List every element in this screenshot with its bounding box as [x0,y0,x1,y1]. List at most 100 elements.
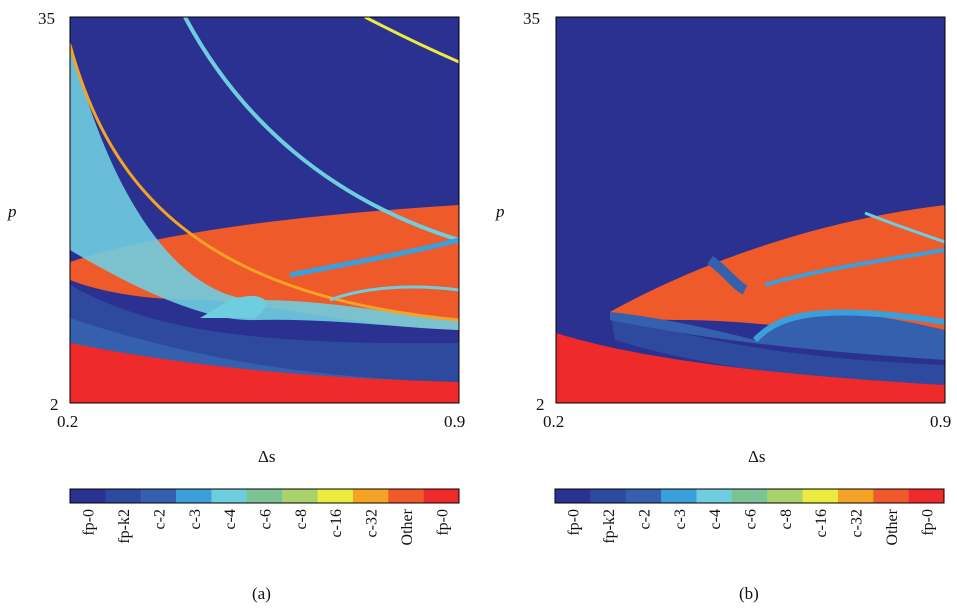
colorbar-label: c-8 [293,509,310,529]
x-tick-right-b: 0.9 [930,412,952,431]
colorbar-label: c-3 [672,509,689,529]
colorbar-swatch [590,489,609,503]
colorbar-label: fp-k2 [116,509,133,544]
colorbar-swatch [555,489,573,503]
colorbar-swatch [926,489,945,503]
heatmap-b [555,16,946,404]
colorbar-swatch [335,489,354,503]
colorbar-swatch [317,489,336,503]
colorbar-label: fp-k2 [601,509,618,544]
colorbar-swatch [105,489,124,503]
colorbar-swatch [70,489,88,503]
colorbar-swatch [661,489,680,503]
colorbar-swatch [643,489,662,503]
colorbar-swatch [388,489,407,503]
region-fp0-red-b [556,333,945,403]
arc1-b [752,309,945,343]
region-c4-a [70,40,459,330]
colorbar-frame [69,488,460,504]
heatmap-a [69,16,460,404]
y-tick-top-b: 35 [523,9,540,28]
colorbar-b: fp-0 fp-k2 c-2 c-3 c-4 c-6 c-8 c-16 c-32 Other fp-… [554,488,945,545]
colorbar-swatch [890,489,909,503]
x-tick-left-a: 0.2 [57,412,79,431]
colorbar-swatch [731,489,750,503]
colorbar-swatch [352,489,371,503]
colorbar-swatch [908,489,927,503]
colorbar-swatch [246,489,265,503]
region-other-b [610,205,945,335]
x-axis-label-b: Δs [748,447,766,466]
colorbar-swatch [229,489,248,503]
colorbar-swatch [299,489,318,503]
colorbar-label: c-16 [813,509,830,537]
y-tick-top-a: 35 [38,9,55,28]
colorbar-label: c-8 [778,509,795,529]
colorbar-swatch [696,489,715,503]
colorbar-swatch [855,489,874,503]
colorbar-label: fp-0 [919,509,936,536]
y-tick-bottom-b: 2 [536,395,545,414]
cyan-blob-a [200,296,267,318]
colorbar-frame [554,488,945,504]
colorbar-label: c-3 [187,509,204,529]
colorbar-swatch [572,489,591,503]
region-c2-b [610,311,945,360]
colorbar-label: c-4 [222,509,239,529]
arc5-a [329,285,459,302]
panel-b: 35 2 0.2 0.9 p Δs fp-0 fp-k2 c-2 c-3 c-4 c-6 c… [485,0,955,609]
region-fpk2-b [610,312,945,385]
colorbar-swatch [423,489,442,503]
colorbar-swatch [802,489,821,503]
colorbar-swatch [123,489,142,503]
colorbar-swatch [767,489,786,503]
colorbar-swatch [820,489,839,503]
arc2-b [764,248,945,287]
y-axis-label-b: p [496,202,505,221]
colorbar-label: c-2 [151,509,168,529]
y-axis-label-a: p [8,202,17,221]
colorbar-label: c-6 [258,509,275,529]
colorbar-label: c-16 [328,509,345,537]
x-tick-right-a: 0.9 [444,412,466,431]
region-fp0-red-a [70,343,459,403]
arc3-b [864,211,945,244]
colorbar-swatch [873,489,892,503]
colorbar-swatch [87,489,106,503]
region-fpk2-a [70,285,459,382]
plot-frame-b [555,16,946,404]
colorbar-swatch [441,489,460,503]
colorbar-label: c-2 [636,509,653,529]
colorbar-label: c-32 [364,509,381,537]
colorbar-label: Other [399,508,416,545]
panel-label-a: (a) [252,584,271,603]
colorbar-label: fp-0 [434,509,451,536]
colorbar-swatch [370,489,389,503]
arc1-a [70,44,459,322]
x-tick-left-b: 0.2 [543,412,565,431]
colorbar-swatch [608,489,627,503]
plot-frame-a [69,16,460,404]
colorbar-swatch [837,489,856,503]
colorbar-swatch [678,489,697,503]
colorbar-swatch [158,489,177,503]
colorbar-swatch [405,489,424,503]
colorbar-label: c-6 [743,509,760,529]
band-b [707,255,748,295]
colorbar-swatch [193,489,212,503]
y-tick-bottom-a: 2 [50,395,59,414]
arc2-a [183,17,459,242]
colorbar-swatch [176,489,195,503]
x-axis-label-a: Δs [258,447,276,466]
colorbar-swatch [749,489,768,503]
colorbar-swatch [625,489,644,503]
colorbar-swatch [264,489,283,503]
arc4-a [289,237,459,278]
colorbar-swatch [282,489,301,503]
colorbar-a: fp-0 fp-k2 c-2 c-3 c-4 c-6 c-8 c-16 c-32 Other fp-… [69,488,460,545]
colorbar-label: c-4 [707,509,724,529]
colorbar-swatch [714,489,733,503]
colorbar-swatch [784,489,803,503]
arc3-a [364,17,459,64]
colorbar-swatch [140,489,159,503]
